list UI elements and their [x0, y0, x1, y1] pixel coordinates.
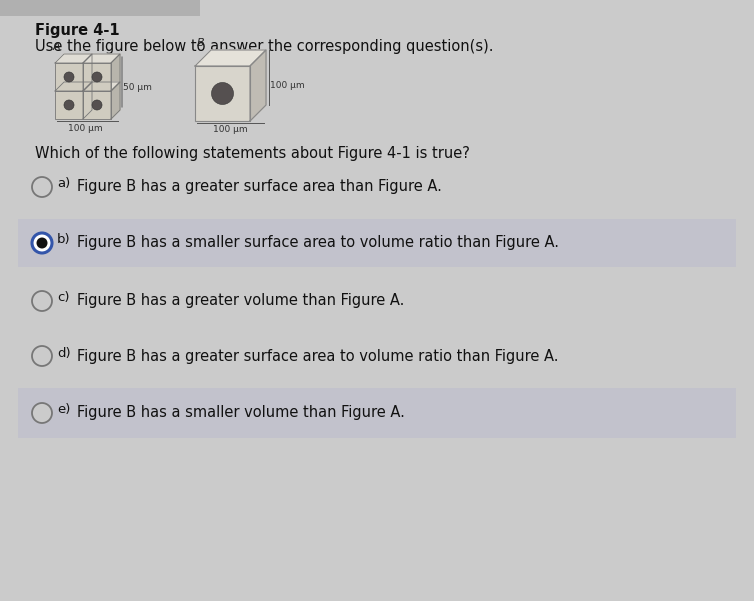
Circle shape — [64, 100, 74, 110]
Text: e): e) — [57, 403, 70, 416]
Text: b): b) — [57, 234, 71, 246]
Circle shape — [32, 177, 52, 197]
Circle shape — [92, 72, 102, 82]
Bar — [83, 91, 111, 119]
Circle shape — [36, 237, 48, 248]
Text: Figure B has a greater volume than Figure A.: Figure B has a greater volume than Figur… — [77, 293, 404, 308]
Text: 100 μm: 100 μm — [213, 125, 247, 134]
Circle shape — [32, 233, 52, 253]
FancyBboxPatch shape — [0, 0, 200, 16]
Text: Figure B has a greater surface area to volume ratio than Figure A.: Figure B has a greater surface area to v… — [77, 349, 559, 364]
Text: Figure B has a smaller surface area to volume ratio than Figure A.: Figure B has a smaller surface area to v… — [77, 236, 559, 251]
Polygon shape — [55, 54, 92, 63]
Text: Figure B has a greater surface area than Figure A.: Figure B has a greater surface area than… — [77, 180, 442, 195]
Text: c): c) — [57, 291, 69, 305]
Polygon shape — [83, 54, 92, 91]
Text: 100 μm: 100 μm — [270, 81, 305, 90]
Polygon shape — [83, 82, 92, 119]
Circle shape — [32, 346, 52, 366]
Polygon shape — [111, 82, 120, 119]
Text: Use the figure below to answer the corresponding question(s).: Use the figure below to answer the corre… — [35, 39, 494, 54]
FancyBboxPatch shape — [18, 219, 736, 267]
Text: A: A — [53, 42, 60, 52]
Circle shape — [212, 82, 234, 105]
Text: Which of the following statements about Figure 4-1 is true?: Which of the following statements about … — [35, 146, 470, 161]
FancyBboxPatch shape — [18, 388, 736, 438]
Text: 100 μm: 100 μm — [68, 124, 103, 133]
Polygon shape — [111, 54, 120, 91]
Text: a): a) — [57, 177, 70, 191]
Text: 50 μm: 50 μm — [123, 82, 152, 91]
Text: Figure 4-1: Figure 4-1 — [35, 23, 120, 38]
Circle shape — [64, 72, 74, 82]
Polygon shape — [250, 50, 266, 121]
Polygon shape — [83, 82, 120, 91]
Polygon shape — [55, 82, 92, 91]
Text: d): d) — [57, 347, 71, 359]
Polygon shape — [195, 50, 266, 66]
Bar — [55, 91, 83, 119]
Bar — [195, 66, 250, 121]
Circle shape — [32, 291, 52, 311]
Text: B: B — [197, 38, 204, 48]
Bar — [55, 63, 83, 91]
Circle shape — [92, 100, 102, 110]
Circle shape — [32, 403, 52, 423]
Text: Figure B has a smaller volume than Figure A.: Figure B has a smaller volume than Figur… — [77, 406, 405, 421]
Polygon shape — [83, 54, 120, 63]
Bar — [83, 63, 111, 91]
Circle shape — [32, 233, 52, 253]
